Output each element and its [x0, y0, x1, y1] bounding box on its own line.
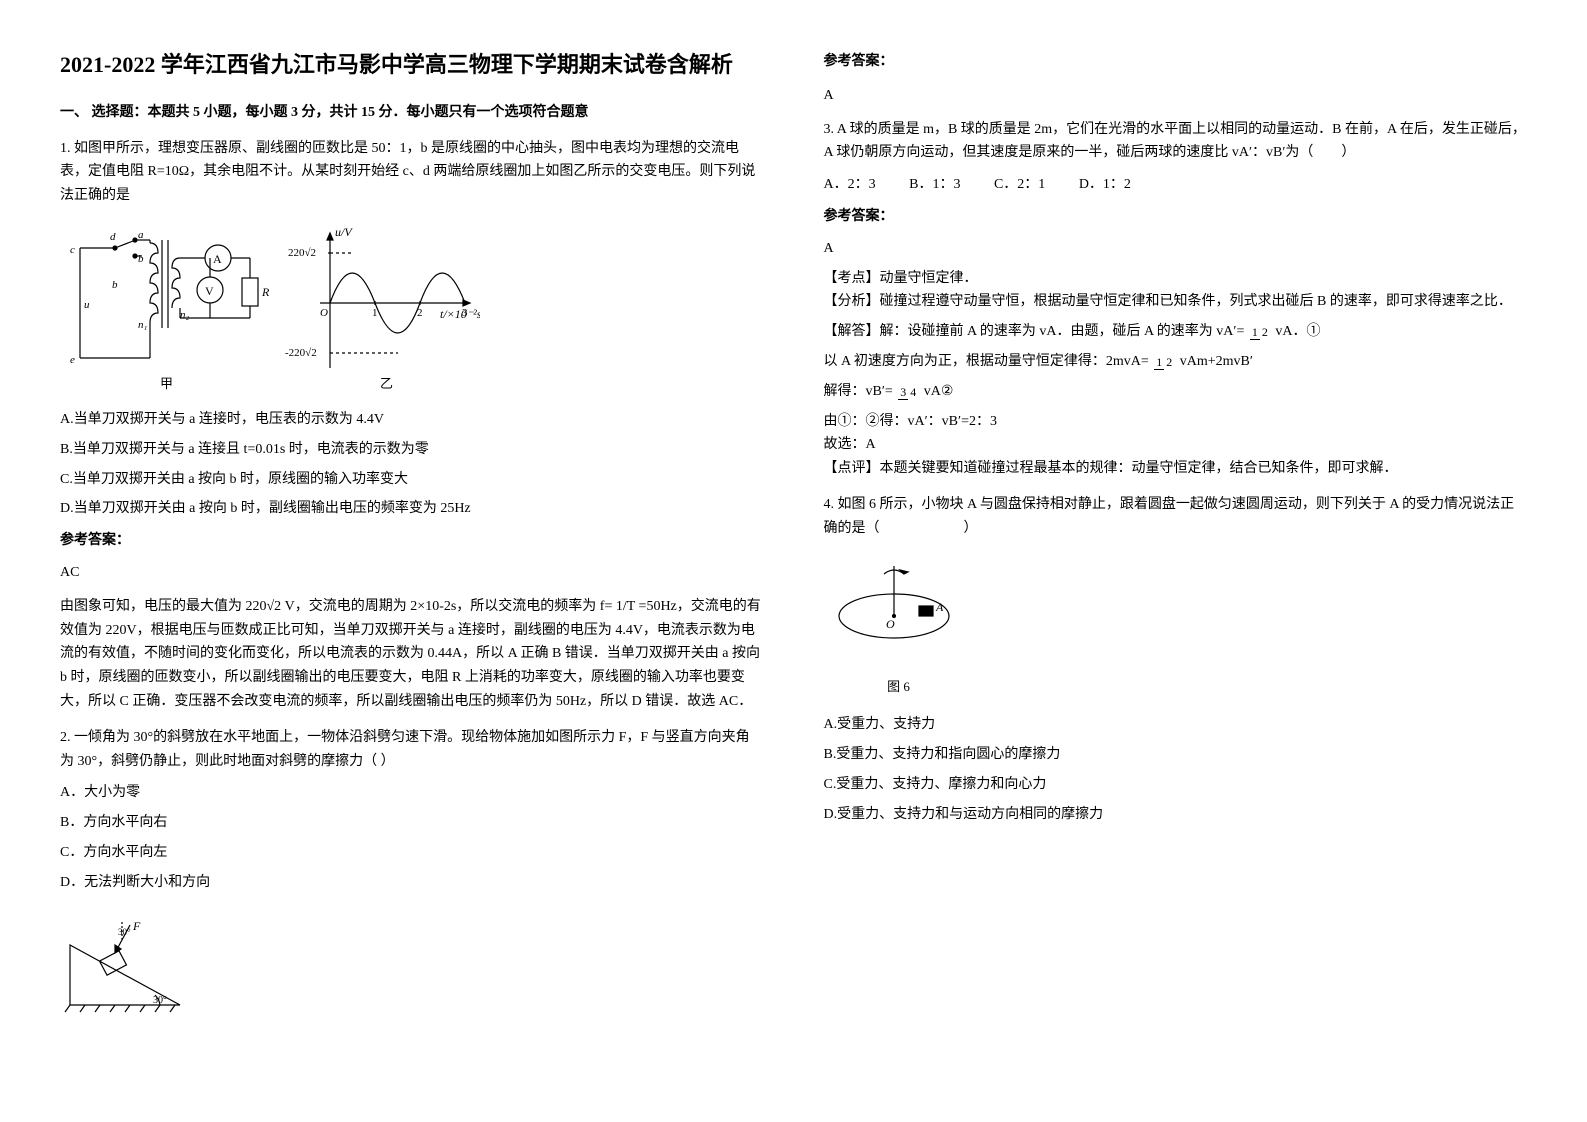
svg-text:b: b	[112, 279, 118, 291]
q4-caption: 图 6	[824, 676, 974, 698]
svg-text:u: u	[84, 299, 90, 311]
question-1: 1. 如图甲所示，理想变压器原、副线圈的匝数比是 50：1，b 是原线圈的中心抽…	[60, 137, 764, 714]
q2-answer: A	[824, 84, 1528, 108]
q3-text: 3. A 球的质量是 m，B 球的质量是 2m，它们在光滑的水平面上以相同的动量…	[824, 118, 1528, 166]
svg-text:c: c	[70, 244, 75, 256]
q3-solve2: 以 A 初速度方向为正，根据动量守恒定律得：2mvA= 12 vAm+2mvB′	[824, 350, 1528, 374]
right-column: 参考答案： A 3. A 球的质量是 m，B 球的质量是 2m，它们在光滑的水平…	[824, 50, 1528, 1072]
q2-figure: F 30° 30°	[60, 905, 764, 1024]
svg-text:n₁: n₁	[138, 319, 148, 331]
question-2: 2. 一倾角为 30°的斜劈放在水平地面上，一物体沿斜劈匀速下滑。现给物体施加如…	[60, 726, 764, 1024]
q1-answer: AC	[60, 561, 764, 585]
svg-text:3: 3	[462, 307, 468, 319]
q3-solve3: 解得：vB′= 34 vA②	[824, 380, 1528, 404]
q4-option-b: B.受重力、支持力和指向圆心的摩擦力	[824, 743, 1528, 767]
q1-caption-1: 甲	[160, 376, 173, 391]
svg-text:t/×10⁻²s: t/×10⁻²s	[440, 307, 480, 321]
q1-figure: d a b n₁ n₂	[60, 218, 764, 398]
q3-comment: 【点评】本题关键要知道碰撞过程最基本的规律：动量守恒定律，结合已知条件，即可求解…	[824, 457, 1528, 481]
q3-answer: A	[824, 237, 1528, 261]
q4-option-d: D.受重力、支持力和与运动方向相同的摩擦力	[824, 803, 1528, 827]
q2-incline-svg: F 30° 30°	[60, 905, 200, 1015]
q2-answer-heading: 参考答案：	[824, 50, 1528, 74]
q2-text: 2. 一倾角为 30°的斜劈放在水平地面上，一物体沿斜劈匀速下滑。现给物体施加如…	[60, 726, 764, 774]
q3-solve1: 【解答】解：设碰撞前 A 的速率为 vA．由题，碰后 A 的速率为 vA′= 1…	[824, 320, 1528, 344]
q4-option-c: C.受重力、支持力、摩擦力和向心力	[824, 773, 1528, 797]
q1-caption-2: 乙	[380, 376, 393, 391]
q1-explanation: 由图象可知，电压的最大值为 220√2 V，交流电的周期为 2×10-2s，所以…	[60, 595, 764, 714]
q2-option-d: D．无法判断大小和方向	[60, 871, 764, 895]
q3-option-a: A．2：3	[824, 177, 876, 192]
svg-text:2: 2	[417, 307, 423, 319]
section1-heading: 一、 选择题：本题共 5 小题，每小题 3 分，共计 15 分．每小题只有一个选…	[60, 101, 764, 125]
svg-text:220√2: 220√2	[288, 247, 316, 259]
q3-choices: A．2：3 B．1：3 C．2：1 D．1：2	[824, 173, 1528, 197]
q1-text: 1. 如图甲所示，理想变压器原、副线圈的匝数比是 50：1，b 是原线圈的中心抽…	[60, 137, 764, 208]
svg-text:R: R	[261, 285, 270, 299]
exam-title: 2021-2022 学年江西省九江市马影中学高三物理下学期期末试卷含解析	[60, 50, 764, 81]
svg-text:F: F	[132, 919, 141, 933]
svg-text:A: A	[935, 600, 944, 614]
svg-text:-220√2: -220√2	[285, 347, 317, 359]
q1-option-c: C.当单刀双掷开关由 a 按向 b 时，原线圈的输入功率变大	[60, 468, 764, 492]
svg-text:a: a	[138, 229, 144, 241]
q3-option-c: C．2：1	[994, 177, 1045, 192]
q4-disk-svg: O A	[824, 556, 974, 666]
svg-text:d: d	[110, 231, 116, 243]
svg-text:n₂: n₂	[180, 309, 190, 321]
svg-text:b: b	[138, 253, 144, 265]
left-column: 2021-2022 学年江西省九江市马影中学高三物理下学期期末试卷含解析 一、 …	[60, 50, 764, 1072]
q1-circuit-graph-svg: d a b n₁ n₂	[60, 218, 480, 398]
question-4: 4. 如图 6 所示，小物块 A 与圆盘保持相对静止，跟着圆盘一起做匀速圆周运动…	[824, 493, 1528, 827]
svg-text:1: 1	[372, 307, 378, 319]
q4-figure: O A 图 6	[824, 556, 1528, 699]
q2-option-a: A．大小为零	[60, 781, 764, 805]
q3-option-b: B．1：3	[909, 177, 960, 192]
q2-option-c: C．方向水平向左	[60, 841, 764, 865]
q3-solve4: 由①：②得：vA′：vB′=2：3	[824, 410, 1528, 434]
question-3: 3. A 球的质量是 m，B 球的质量是 2m，它们在光滑的水平面上以相同的动量…	[824, 118, 1528, 481]
svg-text:u/V: u/V	[335, 225, 353, 239]
q4-option-a: A.受重力、支持力	[824, 713, 1528, 737]
svg-text:O: O	[886, 617, 895, 631]
q1-option-b: B.当单刀双掷开关与 a 连接且 t=0.01s 时，电流表的示数为零	[60, 438, 764, 462]
q2-option-b: B．方向水平向右	[60, 811, 764, 835]
q3-solve5: 故选：A	[824, 433, 1528, 457]
svg-text:e: e	[70, 354, 75, 366]
q3-answer-label: 参考答案：	[824, 205, 1528, 229]
svg-text:V: V	[205, 284, 214, 298]
q3-point: 【考点】动量守恒定律．	[824, 267, 1528, 291]
svg-text:A: A	[213, 252, 222, 266]
q3-option-d: D．1：2	[1079, 177, 1131, 192]
q1-option-a: A.当单刀双掷开关与 a 连接时，电压表的示数为 4.4V	[60, 408, 764, 432]
q1-option-d: D.当单刀双掷开关由 a 按向 b 时，副线圈输出电压的频率变为 25Hz	[60, 497, 764, 521]
q4-text: 4. 如图 6 所示，小物块 A 与圆盘保持相对静止，跟着圆盘一起做匀速圆周运动…	[824, 493, 1528, 541]
svg-text:O: O	[320, 307, 328, 319]
q1-answer-label: 参考答案：	[60, 529, 764, 553]
q3-analysis: 【分析】碰撞过程遵守动量守恒，根据动量守恒定律和已知条件，列式求出碰后 B 的速…	[824, 290, 1528, 314]
svg-text:30°: 30°	[118, 927, 131, 937]
